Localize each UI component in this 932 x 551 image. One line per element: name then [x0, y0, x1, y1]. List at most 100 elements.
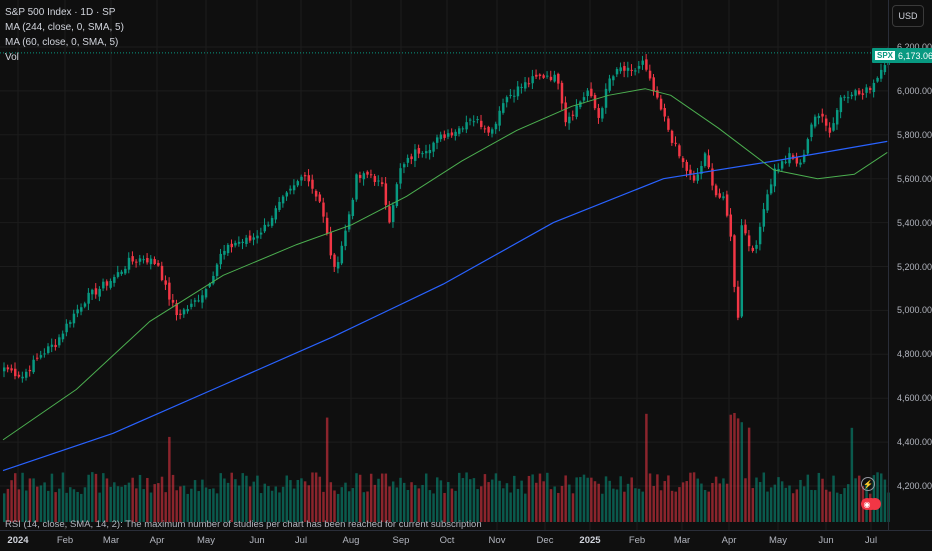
- candle-body: [509, 94, 512, 96]
- volume-bar: [14, 473, 17, 522]
- candle-body: [505, 97, 509, 103]
- time-tick-label: 2024: [7, 535, 29, 546]
- volume-bar: [322, 491, 325, 522]
- volume-bar: [21, 472, 24, 522]
- candle-body: [751, 247, 755, 251]
- candle-body: [248, 235, 252, 241]
- volume-bar: [835, 492, 839, 522]
- volume-bar: [230, 472, 233, 522]
- alert-bolt-icon[interactable]: ⚡: [861, 477, 875, 491]
- candle-body: [388, 206, 391, 223]
- candle-body: [432, 142, 435, 152]
- price-tick-label: 4,800.00: [897, 349, 932, 360]
- volume-bar: [549, 489, 553, 522]
- legend-vol[interactable]: Vol: [5, 52, 19, 63]
- candle-body: [83, 303, 87, 307]
- candle-body: [263, 224, 266, 232]
- candle-body: [373, 176, 377, 182]
- volume-bar: [879, 473, 883, 522]
- time-tick-label: Mar: [673, 535, 691, 546]
- candle-body: [494, 123, 498, 130]
- candle-body: [307, 175, 311, 182]
- candle-body: [813, 116, 817, 127]
- candle-body: [795, 156, 799, 164]
- time-tick-label: Jul: [294, 535, 308, 546]
- candle-body: [703, 153, 707, 166]
- volume-bar: [667, 475, 670, 522]
- volume-bar: [193, 480, 197, 522]
- candle-body: [72, 313, 76, 324]
- price-tick-label: 5,000.00: [897, 305, 932, 316]
- candle-body: [802, 154, 806, 163]
- candle-body: [645, 59, 648, 70]
- candle-body: [94, 288, 98, 295]
- volume-bar: [828, 491, 832, 522]
- volume-bar: [505, 483, 509, 522]
- candle-body: [285, 192, 289, 197]
- candle-body: [182, 309, 186, 315]
- ma-244-line: [2, 140, 888, 472]
- volume-bar: [538, 473, 542, 522]
- volume-bar: [656, 474, 659, 522]
- candle-body: [439, 134, 443, 140]
- volume-bar: [619, 476, 622, 522]
- candle-body: [531, 76, 534, 84]
- candle-body: [215, 264, 219, 277]
- volume-bar: [601, 493, 604, 522]
- volume-bar: [520, 480, 523, 522]
- candle-body: [513, 95, 516, 97]
- volume-bar: [454, 490, 457, 522]
- volume-bar: [50, 473, 54, 522]
- candle-body: [461, 128, 465, 130]
- candle-body: [281, 196, 285, 204]
- volume-bar: [502, 488, 505, 522]
- candle-body: [608, 78, 611, 91]
- candle-body: [839, 97, 843, 113]
- candle-body: [435, 137, 439, 143]
- candle-body: [637, 66, 641, 69]
- candle-body: [237, 241, 241, 244]
- currency-button[interactable]: USD: [892, 5, 924, 27]
- candle-body: [689, 169, 692, 175]
- price-tick-label: 5,600.00: [897, 173, 932, 184]
- candle-body: [212, 275, 215, 284]
- candle-body: [762, 209, 766, 227]
- candle-body: [883, 65, 887, 73]
- volume-bar: [168, 436, 171, 522]
- volume-bar: [744, 478, 747, 522]
- candle-body: [593, 95, 597, 109]
- volume-bar: [267, 486, 270, 522]
- legend-ma60[interactable]: MA (60, close, 0, SMA, 5): [5, 37, 119, 48]
- candle-body: [564, 102, 567, 123]
- candle-body: [810, 124, 813, 138]
- candle-body: [186, 309, 189, 312]
- volume-bar: [179, 486, 182, 522]
- volume-bar: [289, 480, 292, 522]
- candle-body: [201, 295, 204, 303]
- volume-bar: [854, 478, 857, 522]
- candle-body: [28, 369, 32, 372]
- candle-body: [678, 145, 681, 157]
- legend-title[interactable]: S&P 500 Index · 1D · SP: [5, 7, 116, 18]
- time-tick-label: May: [197, 535, 215, 546]
- volume-bar: [157, 483, 160, 522]
- volume-bar: [652, 485, 655, 522]
- volume-bar: [432, 493, 435, 522]
- candle-body: [105, 281, 109, 286]
- time-axis[interactable]: 2024 Feb Mar Apr May Jun Jul Aug Sep Oct Nov Dec 202…: [0, 530, 932, 551]
- candle-body: [32, 359, 35, 373]
- volume-bar: [6, 488, 10, 522]
- candle-body: [113, 277, 116, 283]
- volume-bar: [358, 474, 362, 522]
- studies-limit-icon[interactable]: ◉: [861, 498, 873, 510]
- candle-body: [413, 149, 417, 161]
- legend-ma244[interactable]: MA (244, close, 0, SMA, 5): [5, 22, 124, 33]
- price-axis[interactable]: 6,200.00 6,000.00 5,800.00 5,600.00 5,400.00…: [888, 0, 932, 530]
- volume-bar: [696, 478, 699, 522]
- volume-bar: [120, 486, 123, 522]
- volume-bar: [208, 489, 211, 522]
- candle-body: [36, 357, 39, 359]
- volume-bar: [626, 483, 630, 522]
- volume-bar: [83, 487, 87, 522]
